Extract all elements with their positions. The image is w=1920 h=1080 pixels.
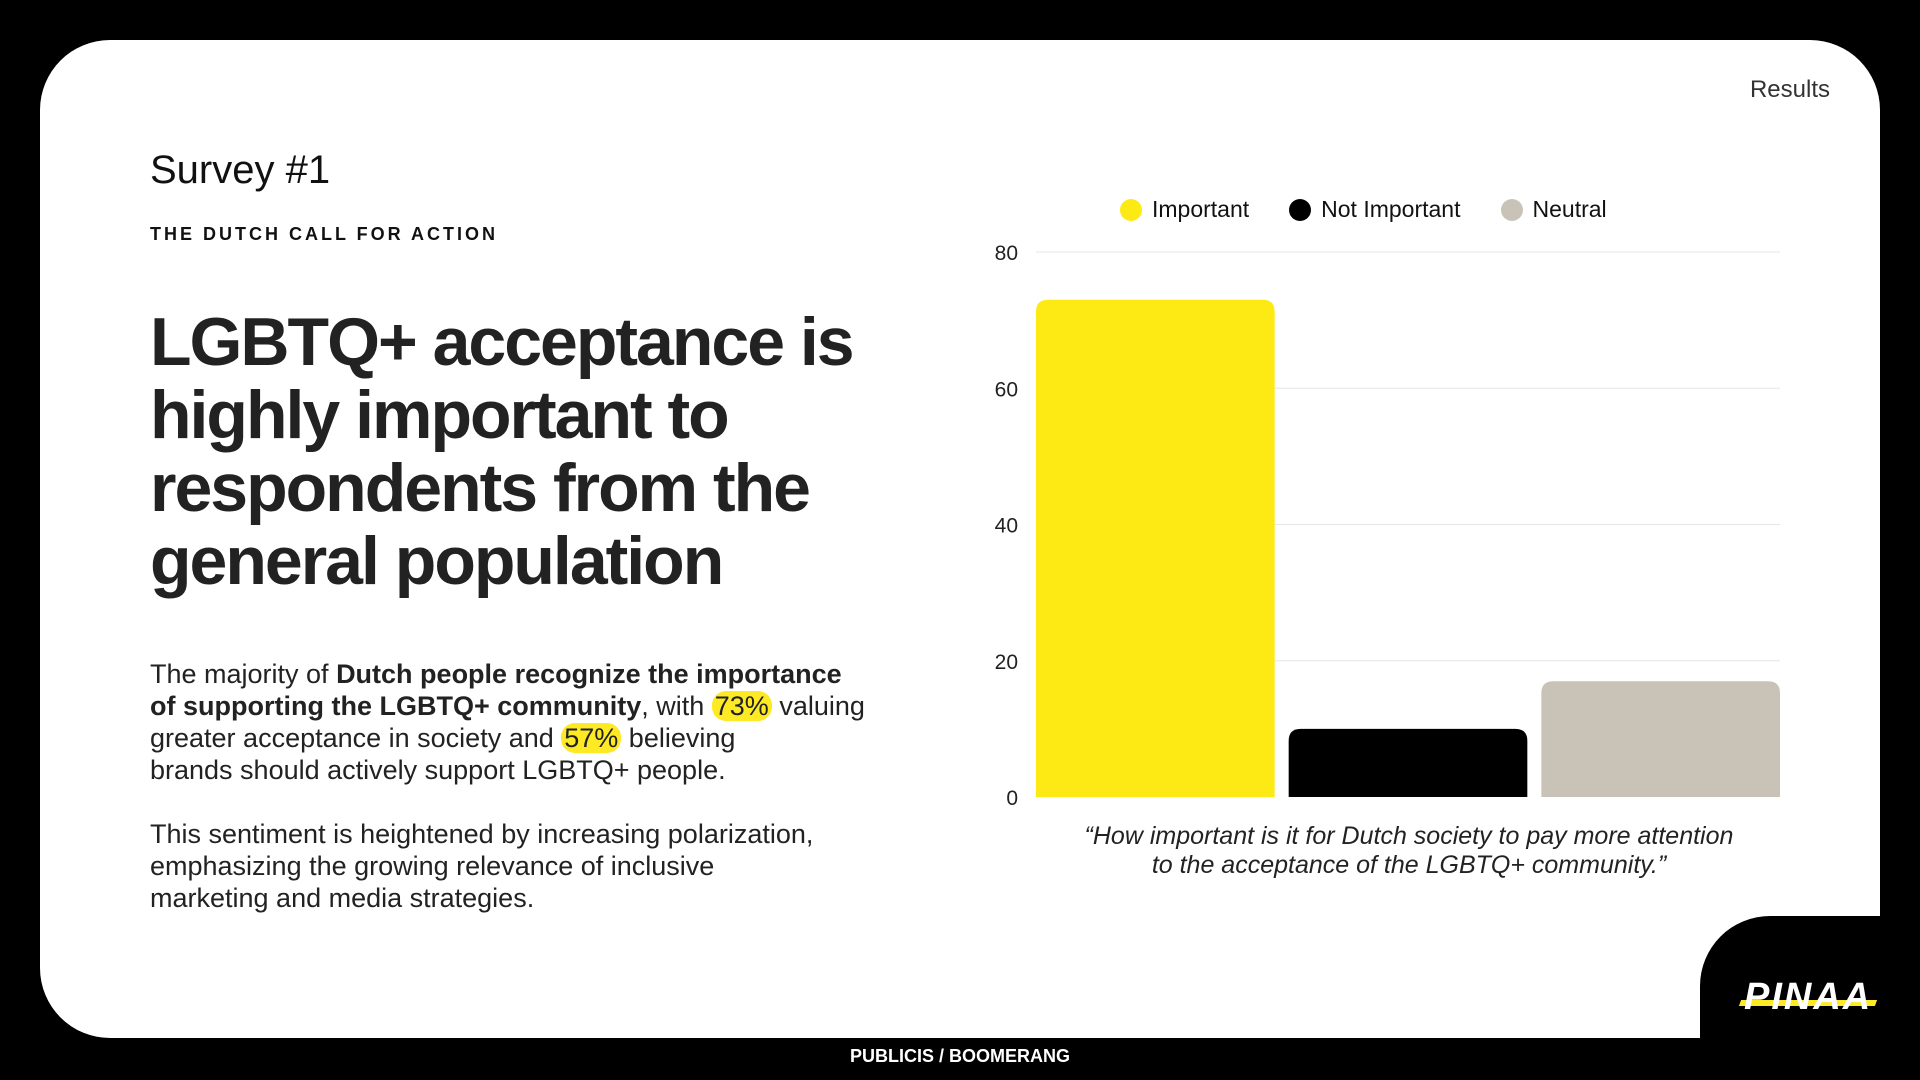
survey-title: Survey #1 <box>150 148 331 192</box>
body-line: marketing and media strategies. <box>150 883 535 913</box>
content-card <box>40 40 1880 1038</box>
body-line: of supporting the LGBTQ+ community, with… <box>150 690 920 722</box>
y-tick-label: 80 <box>995 242 1018 265</box>
body-text: , with <box>641 691 712 721</box>
y-tick-label: 60 <box>995 378 1018 401</box>
stat-highlight-57: 57% <box>561 723 622 753</box>
legend-dot-icon <box>1500 198 1523 221</box>
caption-line: “How important is it for Dutch society t… <box>1084 822 1734 850</box>
brand-logo: PINAA <box>1744 976 1873 1018</box>
legend-item-important: Important <box>1120 196 1249 223</box>
body-paragraph-2: This sentiment is heightened by increasi… <box>150 818 920 914</box>
body-paragraph-1: The majority of Dutch people recognize t… <box>150 658 920 786</box>
section-label: Results <box>1749 76 1830 103</box>
headline-line: highly important to <box>150 377 730 453</box>
legend-item-not-important: Not Important <box>1289 196 1461 223</box>
body-line: brands should actively support LGBTQ+ pe… <box>150 755 726 785</box>
body-line: greater acceptance in society and 57% be… <box>150 722 920 754</box>
y-tick-label: 40 <box>995 515 1018 538</box>
stat-highlight-73: 73% <box>711 691 772 721</box>
legend-dot-icon <box>1120 198 1142 221</box>
legend-dot-icon <box>1289 198 1312 221</box>
body-emphasis: of supporting the LGBTQ+ community <box>150 691 642 721</box>
y-tick-label: 0 <box>1006 787 1018 810</box>
bar-not-important <box>1288 728 1528 797</box>
body-emphasis: Dutch people recognize the importance <box>336 659 842 689</box>
y-tick-label: 20 <box>995 651 1018 674</box>
body-line: emphasizing the growing relevance of inc… <box>150 851 715 881</box>
bar-neutral <box>1541 681 1780 797</box>
body-line: The majority of Dutch people recognize t… <box>150 658 920 690</box>
footer-credit: PUBLICIS / BOOMERANG <box>849 1046 1070 1066</box>
body-text: valuing <box>771 691 865 721</box>
body-text: The majority of <box>150 659 337 689</box>
body-line: This sentiment is heightened by increasi… <box>150 819 814 849</box>
body-text: believing <box>621 723 736 753</box>
chart-legend: Important Not Important Neutral <box>1120 196 1607 223</box>
legend-label: Not Important <box>1321 196 1461 222</box>
legend-label: Neutral <box>1532 196 1607 222</box>
kicker-text: THE DUTCH CALL FOR ACTION <box>150 224 498 244</box>
headline-line: respondents from the <box>150 450 811 526</box>
chart-caption: “How important is it for Dutch society t… <box>1036 822 1782 880</box>
caption-line: to the acceptance of the LGBTQ+ communit… <box>1151 851 1667 879</box>
headline: LGBTQ+ acceptance is highly important to… <box>150 306 910 598</box>
legend-label: Important <box>1152 196 1250 222</box>
body-text: greater acceptance in society and <box>150 723 562 753</box>
corner-notch <box>1700 916 1920 1080</box>
headline-line: LGBTQ+ acceptance is <box>150 304 855 380</box>
bar-important <box>1036 299 1275 797</box>
legend-item-neutral: Neutral <box>1500 196 1607 223</box>
headline-line: general population <box>150 523 724 599</box>
